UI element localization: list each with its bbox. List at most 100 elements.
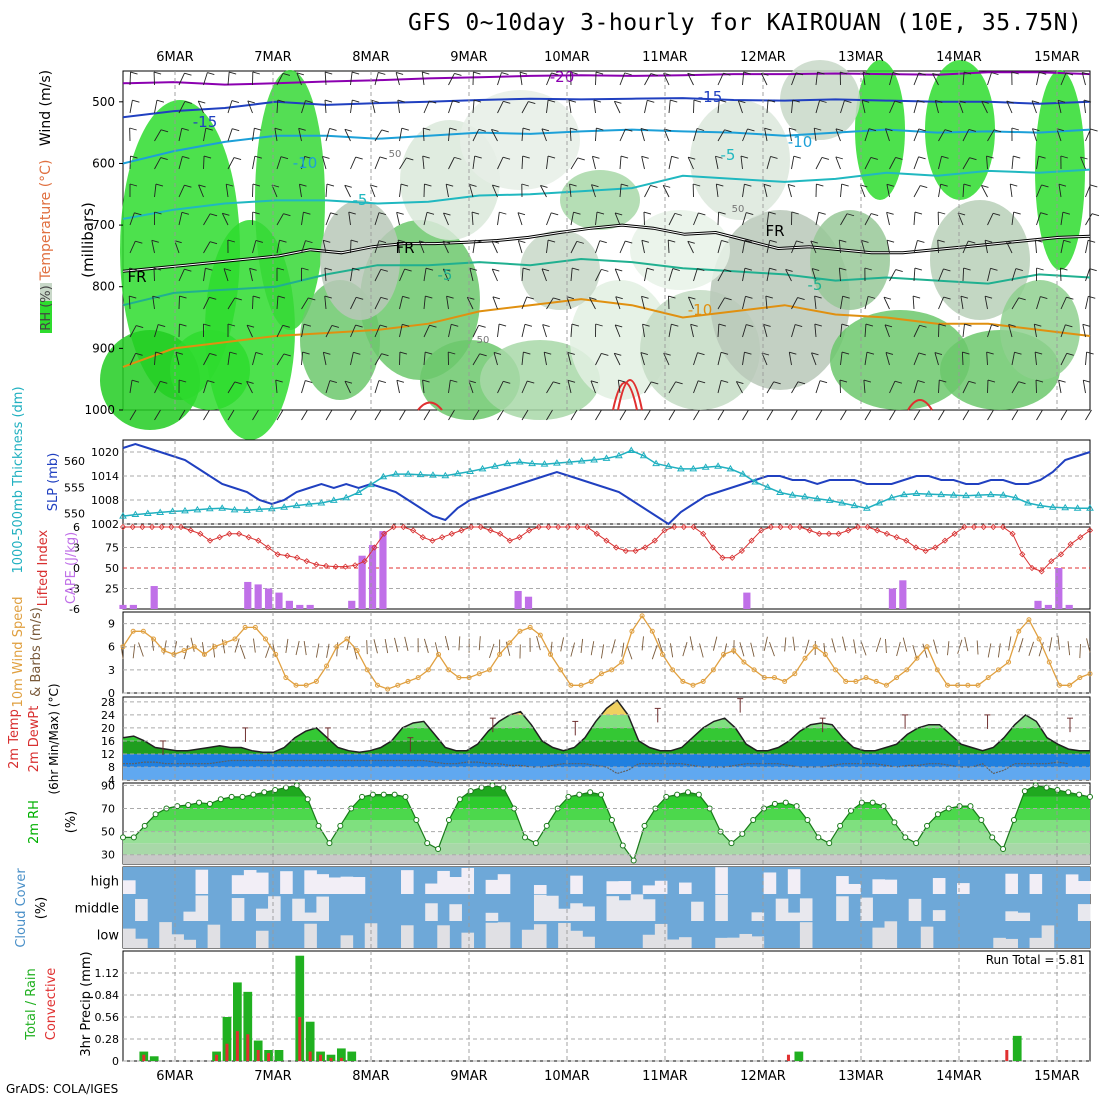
wind-barb [325,128,330,142]
wind-barb-flag [255,240,263,243]
thickness-marker [255,505,264,512]
li-marker [158,523,165,531]
wind-barb [619,156,622,170]
wind-barb [178,156,183,170]
precip-total-bar [794,1051,804,1061]
wind-barb-flag [821,156,830,160]
li-marker [352,562,359,569]
wind-barb-flag [920,185,928,189]
wind10m-barb [763,636,768,651]
wind-barb-flag [968,380,976,384]
cape-bar [368,545,377,609]
li-marker [642,544,649,551]
rh-marker [847,807,854,814]
wind-barb-flag [745,295,753,299]
wind-barb [614,324,621,338]
wind-barb [443,212,449,226]
wind-barb [497,72,502,86]
wind-barb-flag [1018,297,1026,301]
wind-barb [613,353,621,366]
wind-speed-marker [273,651,279,657]
cloud-cell [207,924,221,948]
cape-bar [296,604,304,609]
wind-barb [521,268,524,282]
y-axis-label-rh2m: 2m RH [27,800,42,844]
wind-barb [690,324,694,338]
wind-barb-flag [693,183,701,187]
cloud-cell [497,874,511,894]
wind-barb [274,128,278,142]
wind-barb-flag [894,100,902,104]
wind-barb-flag [301,267,309,271]
rh-band-3 [123,820,1090,832]
date-label-top: 6MAR [156,50,193,65]
thickness-marker [639,451,648,459]
wind10m-barb [444,636,450,651]
cloud-cell [159,922,172,948]
freezing-line-inner [122,224,1091,272]
wind-barb-flag [324,267,333,271]
wind-barb [325,409,333,421]
rh-marker [750,817,757,824]
cape-bar [514,590,522,609]
wind-barb-flag [572,267,580,271]
wind-barb-flag [886,239,895,243]
wind-barb [1082,324,1086,338]
wind-barb-flag [443,212,451,216]
wind-barb-flag [353,351,361,355]
wind-barb [785,269,792,282]
wind-barb [840,184,843,198]
wind-barb-flag [503,100,511,104]
wind-barb [203,128,207,142]
cloud-cell [920,926,934,948]
thickness-marker [478,464,487,472]
wind-barb [567,352,572,366]
wind-barb [301,380,306,394]
wind-barb-flag [886,211,894,215]
wind-barb [152,296,155,310]
cloud-cell [932,910,946,921]
wind-barb-flag [693,99,702,103]
thickness-marker [1048,503,1057,510]
credit-label: GrADS: COLA/IGES [6,1082,119,1096]
thickness-marker [515,458,524,465]
wind-barb-flag [406,157,414,161]
wind-barb [350,324,357,338]
wind-barb [1085,240,1089,254]
wind-barb [1008,324,1013,338]
wind-barb [423,100,430,114]
wind-barb [197,100,204,114]
li-marker [738,547,745,554]
wind-speed-marker [537,632,543,638]
thickness-marker [280,503,289,510]
wind-barb-flag [724,269,732,273]
wind-barb-flag [763,324,771,327]
wind-barb-flag [252,71,260,75]
rh-marker [858,799,865,806]
wind10m-barb [394,637,399,652]
wind-barb-flag [1018,381,1026,385]
wind-barb-flag [651,381,659,385]
wind-barb-flag [918,72,926,76]
y-tick-slp: 1002 [91,518,119,531]
wind-barb-flag [861,240,869,243]
wind-barb [350,352,354,366]
li-marker [932,544,939,551]
date-label-top: 7MAR [254,50,291,65]
wind-barb-flag [518,240,526,243]
wind-speed-marker [497,651,503,657]
rh-marker [771,800,778,807]
thickness-marker [193,505,202,513]
y-tick-pressure: 600 [92,156,115,170]
wind-barb-flag [769,239,777,243]
wind-barb-flag [624,72,632,76]
wind-barb [570,241,578,254]
thickness-marker [800,492,809,500]
wind-speed-marker [792,671,798,677]
wind-barb [913,240,918,254]
wind-barb [913,100,918,114]
thickness-marker [528,459,536,467]
precip-conv-bar [235,1031,239,1061]
wind10m-barb [641,636,644,651]
wind-barb-flag [1086,351,1094,355]
